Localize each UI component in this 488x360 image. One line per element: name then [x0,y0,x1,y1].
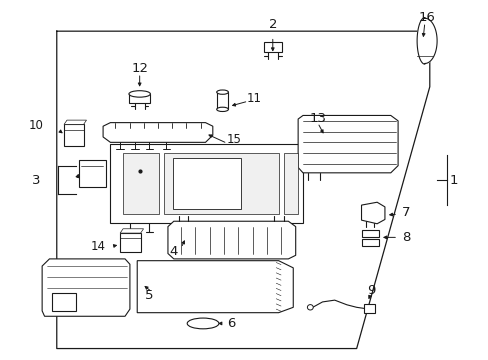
Text: 11: 11 [246,92,261,105]
Polygon shape [122,153,159,214]
Polygon shape [120,229,143,233]
Polygon shape [103,123,212,142]
Polygon shape [361,202,384,224]
Polygon shape [298,116,397,173]
Polygon shape [264,42,281,52]
Ellipse shape [129,91,150,97]
Polygon shape [64,125,83,146]
Polygon shape [52,293,76,311]
Text: 12: 12 [131,62,148,75]
Text: 16: 16 [418,11,435,24]
Text: 6: 6 [226,317,235,330]
Polygon shape [64,120,86,125]
Text: 4: 4 [169,245,178,258]
Text: 14: 14 [91,240,105,253]
Ellipse shape [307,305,313,310]
Text: 13: 13 [308,112,325,125]
Ellipse shape [216,90,228,94]
Polygon shape [361,239,378,246]
Polygon shape [283,153,298,214]
Text: 15: 15 [226,133,241,146]
Polygon shape [216,92,228,109]
Polygon shape [42,259,130,316]
Polygon shape [79,160,105,187]
Text: 7: 7 [401,206,410,219]
Polygon shape [137,261,293,313]
Polygon shape [110,144,303,223]
Polygon shape [172,158,241,209]
Ellipse shape [187,318,219,329]
Text: 5: 5 [145,289,153,302]
Text: 2: 2 [268,18,277,31]
Text: 10: 10 [28,119,43,132]
Text: 9: 9 [366,284,375,297]
Text: 1: 1 [449,174,457,186]
Polygon shape [361,230,378,237]
Text: 8: 8 [401,231,410,244]
Polygon shape [363,304,374,313]
Polygon shape [120,233,141,252]
Polygon shape [129,94,150,103]
Polygon shape [167,221,295,259]
Polygon shape [416,18,436,64]
Ellipse shape [216,107,228,112]
Polygon shape [163,153,278,214]
Text: 3: 3 [32,174,40,186]
